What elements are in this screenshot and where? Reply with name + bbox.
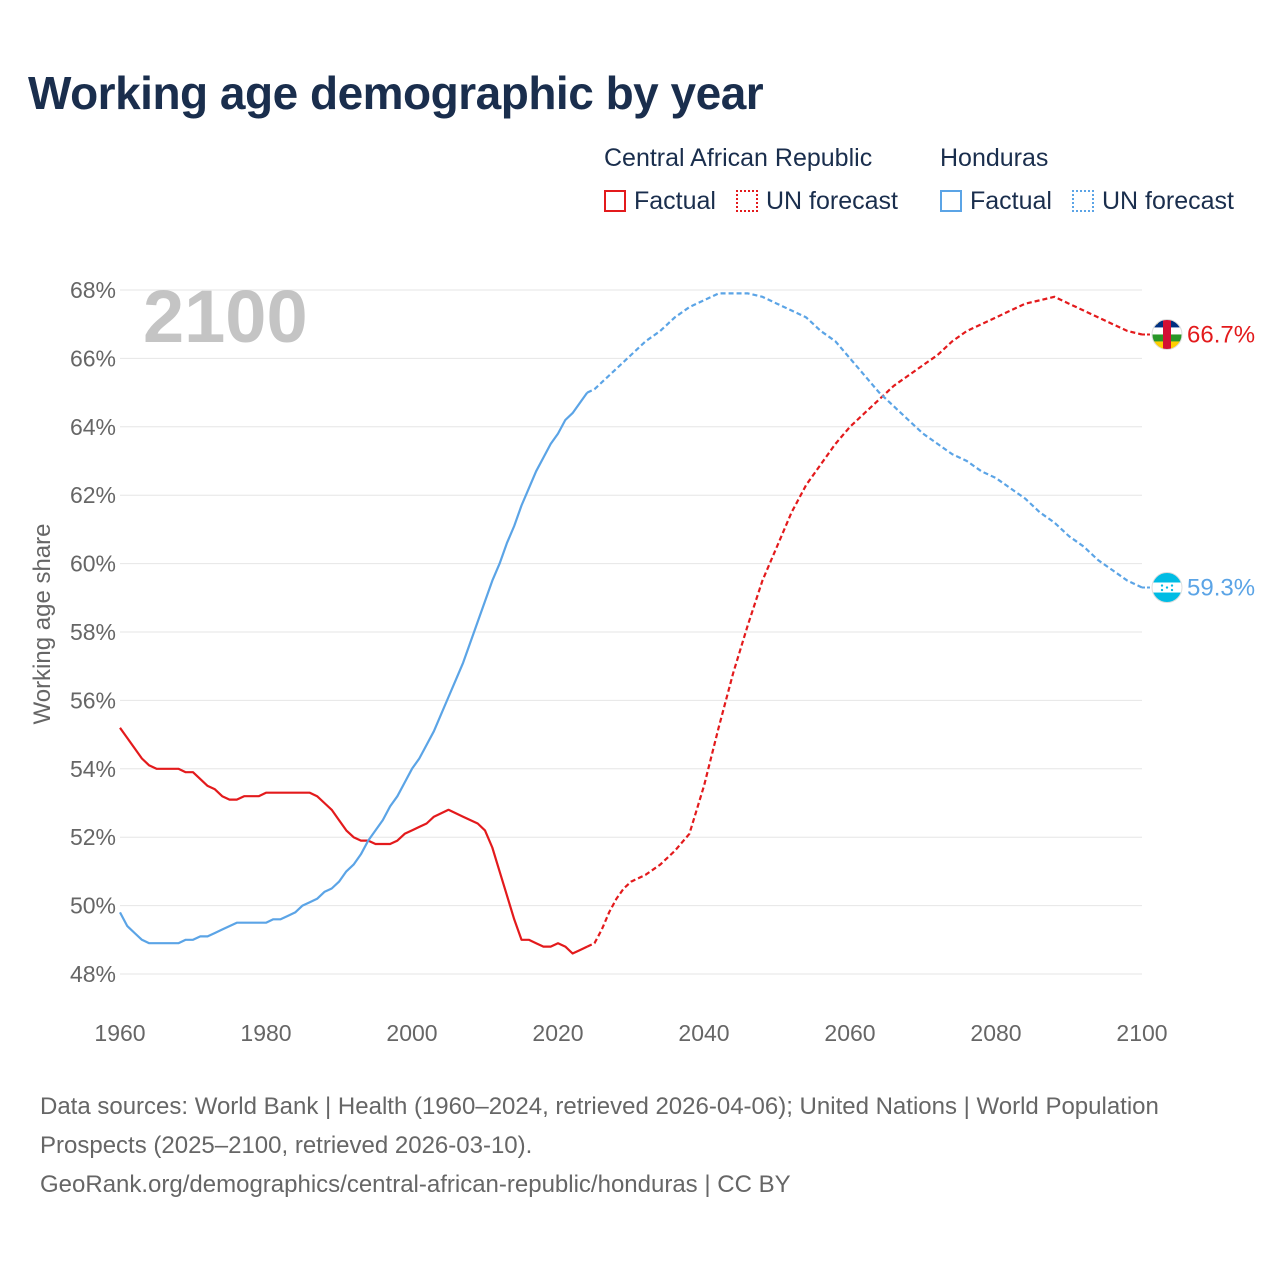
x-axis-ticks: 1960 1980 2000 2020 2040 2060 2080 2100 (94, 1020, 1167, 1046)
legend-hnd-forecast[interactable]: UN forecast (1072, 186, 1234, 216)
x-tick-label: 1980 (240, 1020, 291, 1046)
legend-car-factual[interactable]: Factual (604, 186, 716, 216)
honduras-flag-icon (1151, 572, 1183, 604)
x-tick-label: 2080 (970, 1020, 1021, 1046)
chart-title: Working age demographic by year (28, 67, 764, 119)
end-label-hnd: 59.3% (1187, 575, 1255, 602)
end-label-car: 66.7% (1187, 321, 1255, 348)
legend-hnd-factual-label: Factual (970, 186, 1052, 215)
x-tick-label: 2100 (1116, 1020, 1167, 1046)
x-tick-label: 1960 (94, 1020, 145, 1046)
x-tick-label: 2040 (678, 1020, 729, 1046)
sources-line-2: GeoRank.org/demographics/central-african… (40, 1171, 791, 1198)
legend-hnd-forecast-label: UN forecast (1102, 186, 1234, 215)
line-chart: 48%50%52%54%56%58%60%62%64%66%68% 1960 19… (29, 275, 1255, 1046)
car-flag-icon (1151, 318, 1183, 350)
y-axis-label: Working age share (29, 524, 56, 725)
y-axis-ticks: 48% 50% 52% 54% 56% 58% 60% 62% 64% 66% 68% (70, 277, 116, 987)
y-tick-label: 62% (70, 482, 116, 508)
data-sources: Data sources: World Bank | Health (1960–… (40, 1087, 1240, 1204)
series-lines (119, 292, 1152, 955)
legend-hnd-factual-swatch (940, 190, 962, 212)
y-tick-label: 54% (70, 756, 116, 782)
legend-hnd-factual[interactable]: Factual (940, 186, 1052, 216)
y-tick-label: 66% (70, 345, 116, 371)
x-tick-label: 2000 (386, 1020, 437, 1046)
series-car-forecast-line (586, 295, 1143, 948)
series-car-factual-line (119, 727, 588, 955)
y-tick-label: 58% (70, 619, 116, 645)
sources-line-1: Data sources: World Bank | Health (1960–… (40, 1093, 1159, 1159)
legend-car-forecast[interactable]: UN forecast (736, 186, 898, 216)
legend-car-factual-label: Factual (634, 186, 716, 215)
series-hnd-forecast-line (586, 292, 1143, 589)
legend-group-hnd: Honduras (940, 144, 1049, 172)
legend-car-forecast-swatch (736, 190, 758, 212)
series-hnd-factual-line (119, 391, 589, 945)
grid-lines (120, 289, 1142, 975)
x-tick-label: 2060 (824, 1020, 875, 1046)
y-tick-label: 64% (70, 414, 116, 440)
legend-group-car: Central African Republic (604, 144, 873, 172)
legend-hnd-forecast-swatch (1072, 190, 1094, 212)
y-tick-label: 60% (70, 551, 116, 577)
y-tick-label: 56% (70, 687, 116, 713)
year-watermark: 2100 (143, 275, 308, 358)
y-tick-label: 50% (70, 893, 116, 919)
y-tick-label: 48% (70, 961, 116, 987)
legend-car-forecast-label: UN forecast (766, 186, 898, 215)
y-tick-label: 68% (70, 277, 116, 303)
legend-car-factual-swatch (604, 190, 626, 212)
x-tick-label: 2020 (532, 1020, 583, 1046)
y-tick-label: 52% (70, 824, 116, 850)
